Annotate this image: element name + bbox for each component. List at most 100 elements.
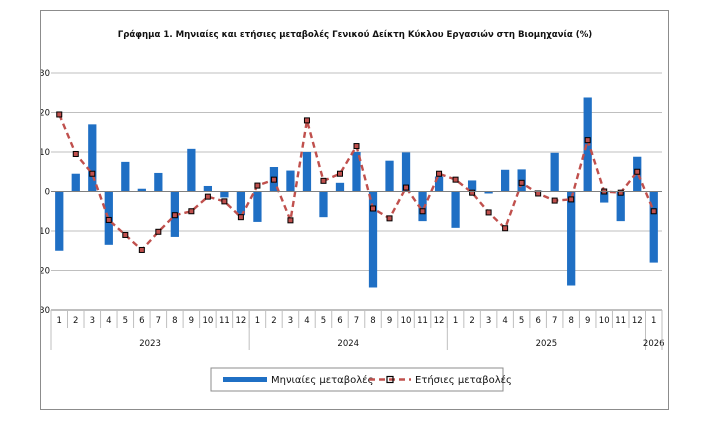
month-label: 9: [585, 316, 590, 326]
month-label: 4: [106, 316, 111, 326]
annual-marker: [436, 170, 443, 177]
annual-marker: [171, 212, 178, 219]
legend-annual-label: Ετήσιες μεταβολές: [415, 374, 512, 386]
legend-line-marker: [386, 375, 394, 384]
legend: Μηνιαίες μεταβολές Ετήσιες μεταβολές: [210, 367, 512, 392]
month-label: 12: [632, 316, 643, 326]
annual-marker: [485, 209, 492, 216]
month-label: 7: [156, 316, 161, 326]
year-label: 2024: [337, 339, 359, 349]
month-label: 1: [57, 316, 62, 326]
monthly-bar: [319, 191, 328, 218]
month-label: 8: [172, 316, 177, 326]
y-tick-label: 10: [41, 148, 50, 158]
annual-marker: [287, 217, 294, 224]
monthly-bar: [220, 191, 229, 198]
annual-marker: [452, 176, 459, 183]
annual-marker: [469, 189, 476, 196]
annual-marker: [634, 168, 641, 175]
annual-marker: [535, 190, 542, 197]
monthly-bar: [368, 191, 378, 288]
monthly-bar: [567, 191, 576, 286]
monthly-bar: [401, 152, 411, 192]
month-label: 11: [417, 316, 428, 326]
annual-marker: [551, 197, 558, 204]
month-label: 6: [337, 316, 342, 326]
month-label: 1: [453, 316, 458, 326]
monthly-bar: [121, 161, 130, 192]
monthly-bar: [352, 152, 361, 192]
monthly-bar: [418, 191, 427, 222]
chart-canvas: Γράφημα 1. Μηνιαίες και ετήσιες μεταβολέ…: [41, 29, 665, 392]
month-label: 1: [651, 316, 656, 326]
y-tick-label: 0: [45, 188, 50, 198]
annual-marker: [155, 228, 162, 235]
annual-marker: [502, 225, 509, 232]
month-label: 3: [288, 316, 293, 326]
month-label: 1: [255, 316, 260, 326]
annual-marker: [188, 208, 195, 215]
monthly-bar: [500, 169, 510, 192]
monthly-bar: [451, 191, 460, 228]
monthly-bar: [286, 170, 295, 192]
month-label: 5: [321, 316, 326, 326]
month-label: 8: [568, 316, 573, 326]
month-label: 10: [401, 316, 412, 326]
monthly-bar: [88, 124, 97, 192]
month-label: 6: [535, 316, 540, 326]
monthly-bar: [600, 191, 609, 203]
monthly-bar: [583, 97, 592, 192]
month-label: 11: [615, 316, 626, 326]
year-label: 2025: [536, 339, 558, 349]
month-label: 9: [189, 316, 194, 326]
month-label: 8: [370, 316, 375, 326]
monthly-bar: [71, 173, 80, 192]
month-label: 4: [502, 316, 507, 326]
annual-marker: [419, 208, 426, 215]
y-tick-label: -10: [41, 227, 50, 237]
monthly-bar: [467, 180, 477, 192]
month-label: 7: [354, 316, 359, 326]
month-label: 5: [123, 316, 128, 326]
annual-marker: [568, 196, 575, 203]
month-label: 4: [304, 316, 309, 326]
monthly-bar: [137, 188, 146, 192]
monthly-bar: [649, 191, 658, 263]
month-label: 6: [139, 316, 144, 326]
annual-marker: [403, 184, 410, 191]
month-label: 2: [469, 316, 474, 326]
annual-marker: [617, 189, 624, 196]
legend-monthly-label: Μηνιαίες μεταβολές: [271, 374, 373, 386]
y-tick-label: 20: [41, 109, 50, 119]
y-tick-label: -20: [41, 267, 50, 277]
monthly-bar: [385, 160, 394, 192]
month-label: 12: [434, 316, 445, 326]
monthly-bar: [203, 185, 213, 192]
annual-marker: [138, 246, 145, 253]
annual-marker: [56, 111, 63, 118]
annual-marker: [518, 179, 525, 186]
month-label: 12: [235, 316, 246, 326]
month-label: 10: [599, 316, 610, 326]
month-label: 3: [486, 316, 491, 326]
monthly-bar: [187, 148, 196, 192]
annual-marker: [270, 176, 277, 183]
annual-marker: [320, 177, 327, 184]
annual-marker: [584, 137, 591, 144]
month-label: 11: [219, 316, 230, 326]
y-tick-label: 30: [41, 69, 50, 79]
year-label: 2023: [139, 339, 161, 349]
monthly-bar: [434, 176, 444, 192]
annual-marker: [386, 215, 393, 222]
monthly-bar: [302, 152, 312, 192]
chart-title: Γράφημα 1. Μηνιαίες και ετήσιες μεταβολέ…: [118, 29, 593, 40]
monthly-bar: [55, 191, 64, 251]
annual-marker: [237, 214, 244, 221]
monthly-bar: [253, 191, 262, 222]
annual-marker: [105, 216, 112, 223]
month-label: 10: [202, 316, 213, 326]
monthly-bar: [616, 191, 625, 222]
month-label: 2: [73, 316, 78, 326]
chart-frame: Γράφημα 1. Μηνιαίες και ετήσιες μεταβολέ…: [40, 10, 669, 410]
month-label: 3: [90, 316, 95, 326]
